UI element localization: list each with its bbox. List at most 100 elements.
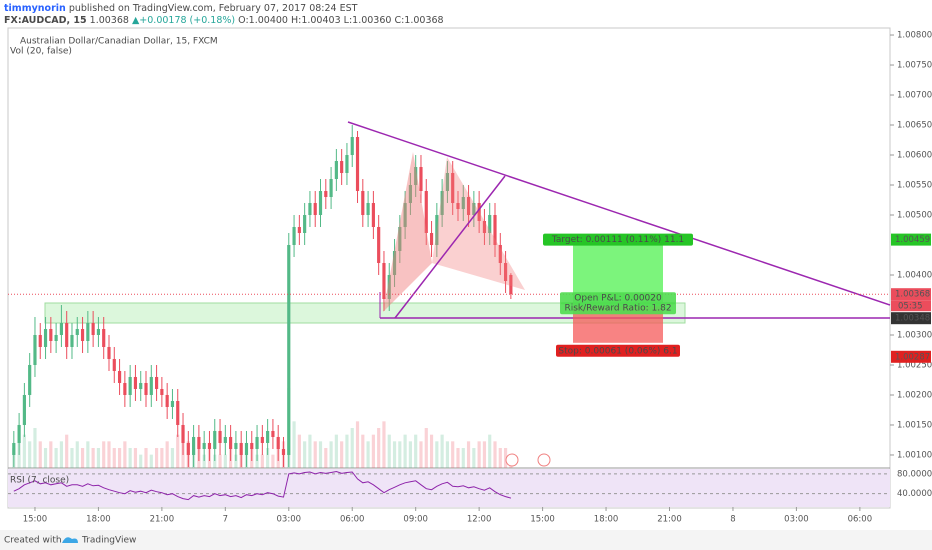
volume-bar — [123, 441, 127, 468]
volume-bar — [334, 434, 338, 468]
volume-bar — [260, 454, 264, 468]
header-line-1: timmynorin published on TradingView.com,… — [4, 3, 358, 14]
label-box — [556, 344, 680, 357]
candle-body — [155, 376, 159, 389]
candle-body — [403, 203, 407, 228]
candle-body — [414, 167, 418, 186]
candle-body — [276, 436, 280, 449]
candle-body — [340, 161, 344, 174]
event-icon[interactable] — [537, 453, 551, 467]
candle-body — [313, 203, 317, 216]
y-tick-label: 1.00800 — [897, 31, 932, 41]
candle-body — [54, 334, 58, 341]
volume-bar — [408, 441, 412, 468]
entry-price-label-bg — [891, 312, 931, 325]
candle-body — [509, 274, 513, 295]
label-box — [560, 292, 676, 305]
volume-bar — [155, 448, 159, 468]
volume-bar — [86, 441, 90, 468]
position-label: Stop: 0.00061 (0.06%) 6.1 — [558, 346, 677, 356]
candle-body — [107, 346, 111, 359]
candle-body — [255, 436, 259, 449]
candle-body — [461, 197, 465, 210]
target-price-label-bg — [891, 233, 931, 246]
y-tick-label: 1.00200 — [897, 390, 932, 400]
volume-bar — [28, 441, 32, 468]
candle-body — [176, 400, 180, 425]
candle-body — [12, 442, 16, 455]
x-tick-label: 15:00 — [23, 515, 48, 525]
volume-bar — [387, 434, 391, 468]
position-label: Open P&L: 0.00020 — [574, 294, 662, 304]
volume-bar — [112, 448, 116, 468]
volume-bar — [355, 421, 360, 468]
volume-bar — [117, 448, 122, 468]
candle-body — [472, 203, 476, 216]
candle-body — [440, 191, 444, 216]
volume-bar — [70, 448, 74, 468]
footer-created: Created with — [4, 536, 62, 546]
volume-bar — [38, 441, 42, 468]
volume-bar — [176, 434, 180, 468]
volume-bar — [403, 434, 407, 468]
candle-body — [38, 334, 42, 347]
low: L:1.00360 — [344, 15, 392, 26]
volume-bar — [440, 434, 444, 468]
event-icon[interactable] — [505, 453, 519, 467]
candle-body — [207, 442, 212, 449]
volume-bar — [466, 441, 471, 468]
logo — [62, 537, 78, 543]
candle-body — [223, 436, 227, 443]
volume-bar — [96, 448, 101, 468]
candle-body — [297, 227, 301, 234]
close: C:1.00368 — [394, 15, 443, 26]
x-tick-label: 06:00 — [340, 515, 365, 525]
volume-bar — [456, 448, 460, 468]
volume-bar — [160, 448, 164, 468]
volume-bar — [345, 434, 349, 468]
candle-body — [86, 322, 90, 341]
harmonic-leg — [383, 152, 432, 312]
candle-body — [202, 442, 206, 449]
change: +0.00178 (+0.18%) — [139, 15, 235, 26]
volume-bar — [308, 434, 312, 468]
candle-body — [28, 364, 32, 395]
candle-body — [287, 245, 291, 455]
candle-body — [80, 328, 85, 341]
candle-body — [33, 334, 37, 365]
candle-body — [22, 394, 26, 425]
volume-bar — [414, 434, 418, 468]
volume-bar — [419, 441, 423, 468]
volume-bar — [292, 421, 296, 468]
candle-body — [133, 376, 138, 389]
x-tick-label: 18:00 — [594, 515, 619, 525]
candle-body — [102, 328, 106, 347]
candle-body — [392, 250, 397, 275]
last-price-label-bg — [891, 288, 931, 301]
volume-bar — [392, 441, 397, 468]
candle-body — [482, 221, 487, 234]
footer-brand[interactable]: TradingView — [81, 536, 136, 546]
y-tick-label: 1.00600 — [897, 151, 932, 161]
rsi-line — [13, 470, 512, 501]
x-tick-label: 03:00 — [784, 515, 809, 525]
candle-body — [493, 215, 497, 246]
y-tick-label: 1.00150 — [897, 420, 932, 430]
author[interactable]: timmynorin — [4, 3, 66, 14]
harmonic-leg — [432, 157, 525, 290]
candle-body — [170, 400, 175, 407]
y-tick-label: 1.00100 — [897, 450, 932, 460]
volume-bar — [49, 441, 53, 468]
candle-body — [96, 328, 101, 335]
volume-bar — [59, 441, 63, 468]
volume-name: Vol (20, false) — [10, 47, 72, 57]
candle-body — [59, 322, 63, 335]
published: published on TradingView.com, February 0… — [69, 3, 358, 14]
candle-body — [424, 191, 428, 234]
volume-bar — [223, 454, 227, 468]
open: O:1.00400 — [238, 15, 288, 26]
rsi-tick-label: 40.0000 — [897, 489, 932, 499]
countdown-bg — [891, 300, 931, 312]
volume-bar — [297, 434, 301, 468]
candle-body — [49, 328, 53, 341]
